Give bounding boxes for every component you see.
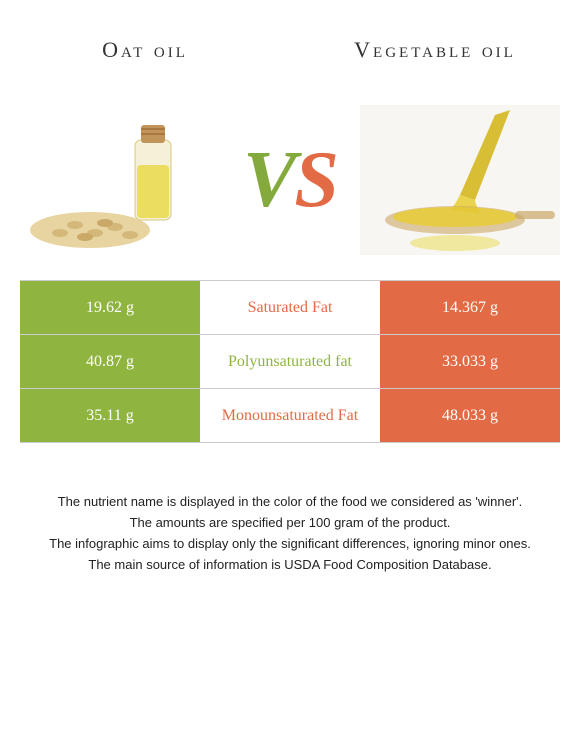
left-value-cell: 19.62 g <box>20 281 200 334</box>
notes-block: The nutrient name is displayed in the co… <box>30 493 550 574</box>
label-cell: Polyunsaturated fat <box>200 335 380 388</box>
images-row: VS <box>0 90 580 270</box>
header-row: Oat oil Vegetable oil <box>0 0 580 90</box>
right-value-cell: 33.033 g <box>380 335 560 388</box>
left-value-cell: 40.87 g <box>20 335 200 388</box>
note-line: The main source of information is USDA F… <box>30 556 550 575</box>
note-line: The nutrient name is displayed in the co… <box>30 493 550 512</box>
left-title: Oat oil <box>0 10 290 90</box>
vs-s: S <box>294 136 337 224</box>
note-line: The infographic aims to display only the… <box>30 535 550 554</box>
note-line: The amounts are specified per 100 gram o… <box>30 514 550 533</box>
table-row: 35.11 g Monounsaturated Fat 48.033 g <box>20 389 560 443</box>
vs-label: VS <box>243 135 337 226</box>
table-row: 19.62 g Saturated Fat 14.367 g <box>20 281 560 335</box>
comparison-table: 19.62 g Saturated Fat 14.367 g 40.87 g P… <box>20 280 560 443</box>
right-value-cell: 14.367 g <box>380 281 560 334</box>
vs-v: V <box>243 136 294 224</box>
oat-oil-image <box>20 105 220 255</box>
table-row: 40.87 g Polyunsaturated fat 33.033 g <box>20 335 560 389</box>
vegetable-oil-image <box>360 105 560 255</box>
label-cell: Saturated Fat <box>200 281 380 334</box>
right-title: Vegetable oil <box>290 10 580 90</box>
right-value-cell: 48.033 g <box>380 389 560 442</box>
label-cell: Monounsaturated Fat <box>200 389 380 442</box>
left-value-cell: 35.11 g <box>20 389 200 442</box>
